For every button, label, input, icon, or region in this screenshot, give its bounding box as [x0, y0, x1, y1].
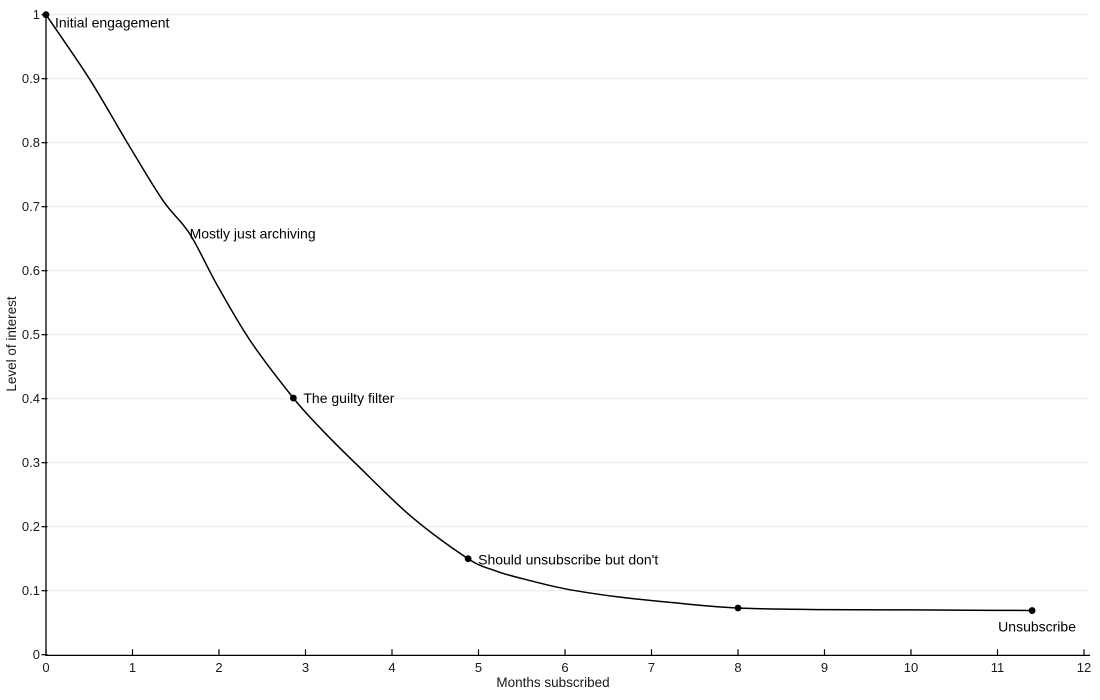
interest-curve [45, 13, 1033, 612]
x-tick-label: 1 [129, 660, 136, 675]
data-point [289, 394, 297, 402]
data-point [42, 11, 50, 19]
y-tick-label: 0.2 [22, 519, 40, 534]
gridlines [46, 14, 1088, 592]
x-tick-label: 2 [215, 660, 222, 675]
x-tick-label: 3 [302, 660, 309, 675]
annotation-label: Initial engagement [55, 15, 170, 31]
x-tick-label: 9 [821, 660, 828, 675]
y-tick-label: 0.5 [22, 327, 40, 342]
annotations: Initial engagement Mostly just archiving T… [42, 11, 1076, 635]
y-tick-label: 0.1 [22, 583, 40, 598]
annotation-label: Should unsubscribe but don't [478, 552, 658, 568]
x-tick-label: 5 [475, 660, 482, 675]
annotation-label: The guilty filter [303, 390, 394, 406]
x-tick-label: 4 [388, 660, 395, 675]
curve [45, 13, 1033, 612]
y-tick-label: 0.8 [22, 135, 40, 150]
x-tick-label: 10 [904, 660, 918, 675]
y-tick-label: 0.3 [22, 455, 40, 470]
y-tick-label: 0.7 [22, 199, 40, 214]
y-tick-label: 0.9 [22, 71, 40, 86]
x-tick-label: 12 [1077, 660, 1091, 675]
y-tick-label: 0 [33, 647, 40, 662]
x-tick-label: 11 [991, 660, 1005, 675]
y-tick-label: 0.6 [22, 263, 40, 278]
x-tick-label: 7 [648, 660, 655, 675]
y-tick-label: 1 [33, 7, 40, 22]
x-axis-title: Months subscribed [496, 675, 609, 690]
x-tick-label: 8 [734, 660, 741, 675]
x-tick-label: 0 [42, 660, 49, 675]
annotation-label: Unsubscribe [998, 619, 1076, 635]
y-axis-title: Level of interest [4, 296, 19, 392]
data-point [1028, 607, 1036, 614]
y-tick-label: 0.4 [22, 391, 40, 406]
x-tick-label: 6 [561, 660, 568, 675]
data-point [464, 555, 472, 563]
annotation-label: Mostly just archiving [190, 226, 316, 242]
data-point [734, 604, 742, 612]
axes: 0 1 2 3 4 5 6 7 8 9 10 11 1200.10.20.30.40.50.60.70.… [22, 7, 1091, 675]
